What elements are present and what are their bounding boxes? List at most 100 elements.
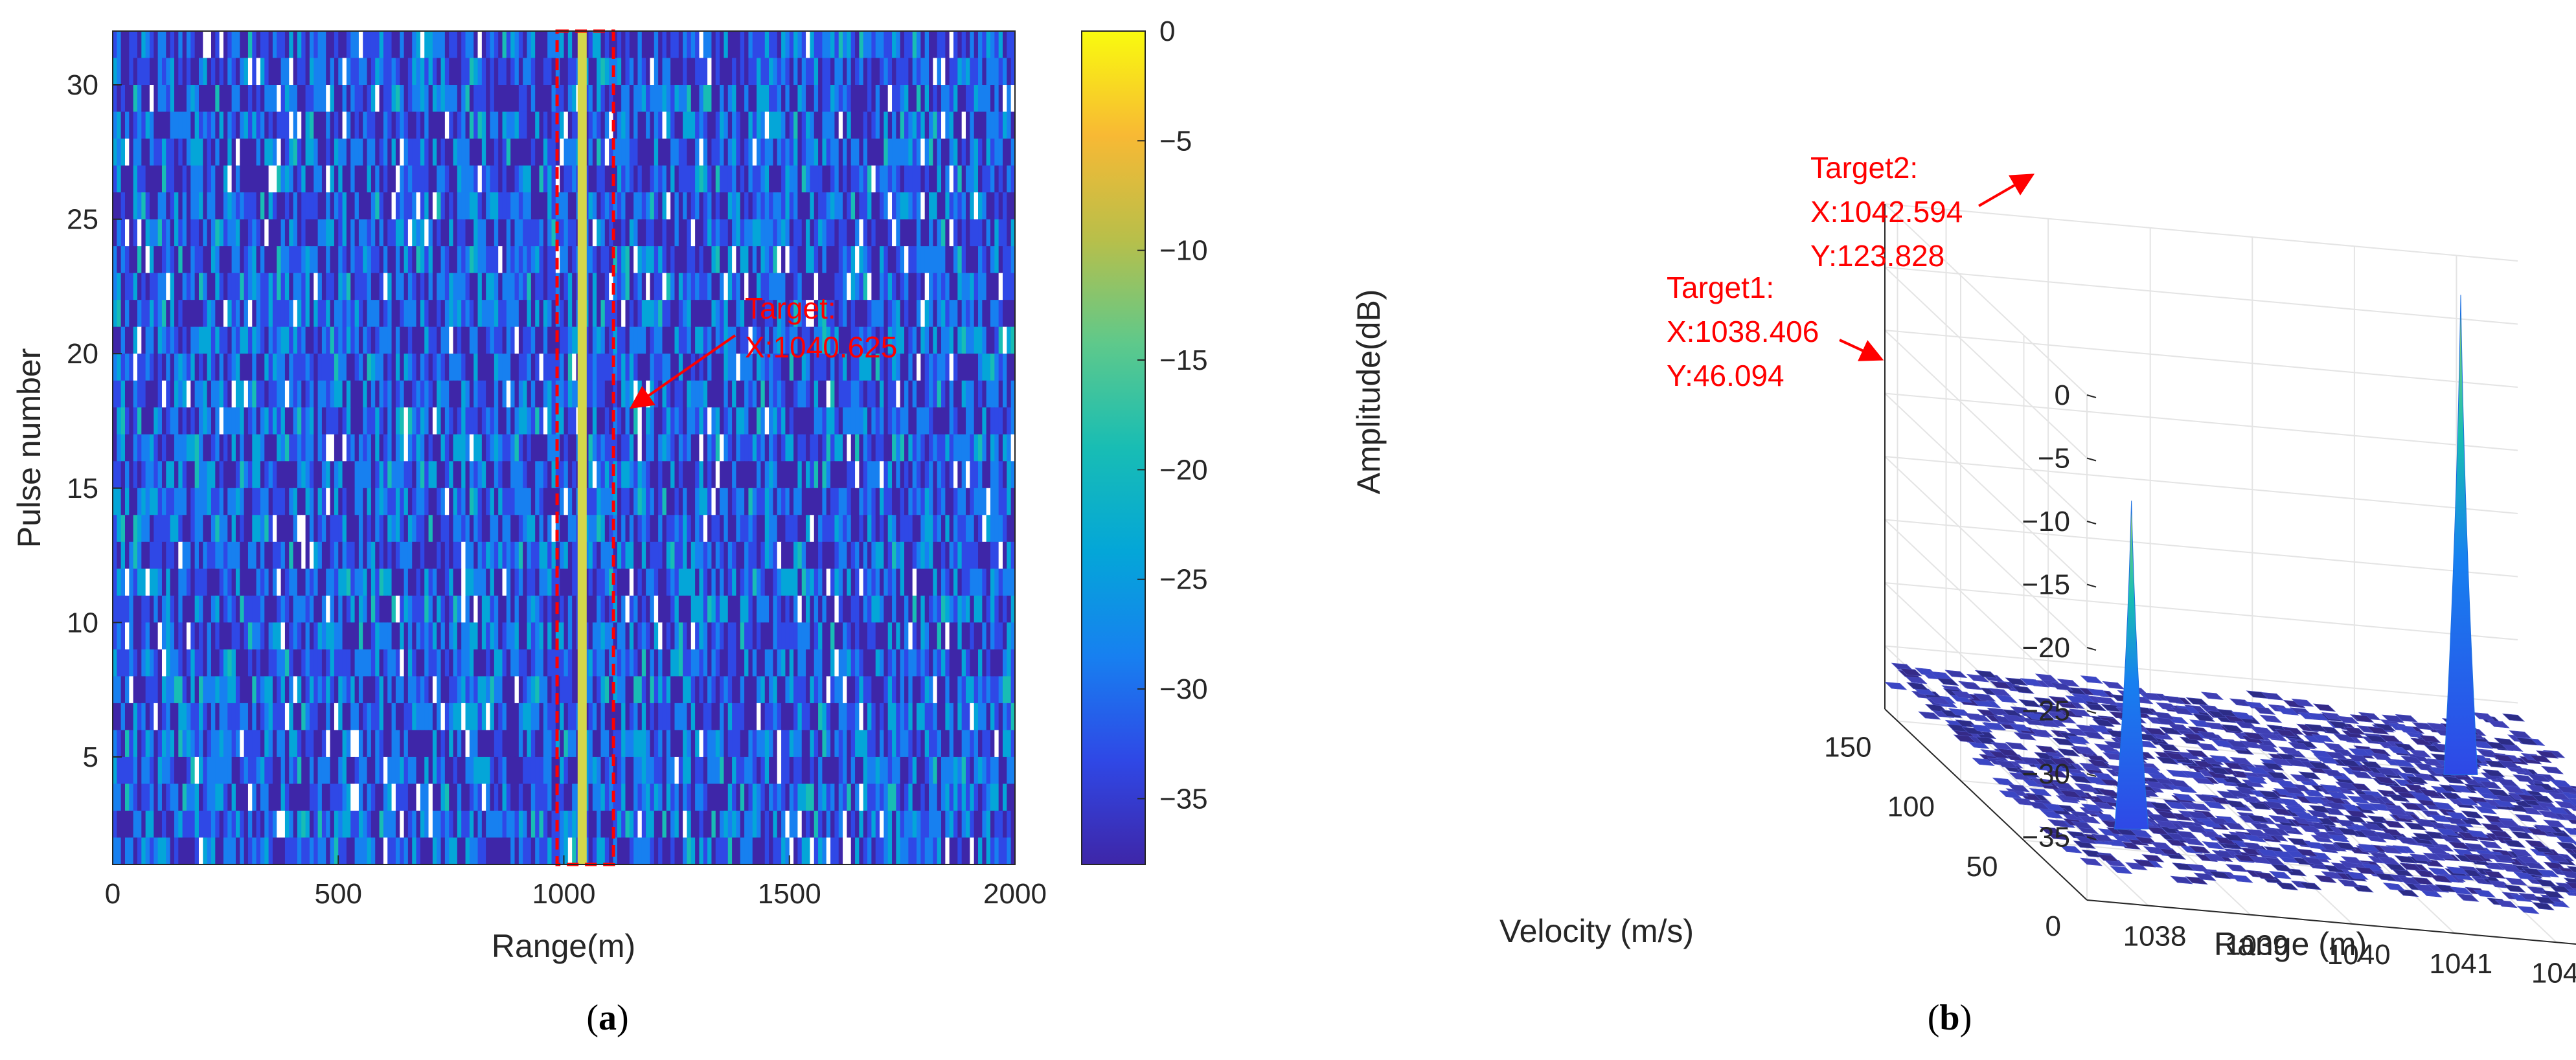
heatmap-cell: [530, 380, 536, 408]
heatmap-cell: [289, 434, 294, 462]
heatmap-cell: [720, 273, 725, 300]
heatmap-cell: [407, 58, 413, 85]
heatmap-cell: [186, 31, 191, 59]
heatmap-cell: [896, 354, 901, 381]
heatmap-cell: [407, 569, 413, 596]
heatmap-cell: [437, 434, 442, 462]
heatmap-cell: [560, 165, 565, 193]
heatmap-cell: [252, 488, 257, 515]
heatmap-cell: [847, 326, 852, 354]
heatmap-cell: [174, 595, 179, 623]
heatmap-cell: [129, 85, 134, 113]
heatmap-cell: [814, 300, 819, 328]
heatmap-cell: [982, 246, 987, 274]
heatmap-cell: [227, 541, 233, 569]
heatmap-cell: [699, 111, 704, 139]
heatmap-cell: [994, 273, 999, 300]
heatmap-cell: [490, 354, 495, 381]
heatmap-cell: [597, 461, 602, 489]
heatmap-cell: [982, 461, 987, 489]
heatmap-cell: [223, 31, 228, 59]
heatmap-cell: [588, 58, 593, 85]
heatmap-cell: [670, 300, 676, 328]
heatmap-cell: [937, 246, 942, 274]
heatmap-cell: [880, 407, 884, 435]
heatmap-cell: [166, 488, 171, 515]
heatmap-cell: [637, 246, 643, 274]
heatmap-cell: [284, 354, 290, 381]
heatmap-cell: [354, 273, 359, 300]
heatmap-cell: [641, 300, 646, 328]
heatmap-cell: [326, 380, 331, 408]
heatmap-cell: [592, 515, 597, 543]
heatmap-cell: [350, 165, 356, 193]
heatmap-cell: [125, 85, 130, 113]
heatmap-cell: [1007, 111, 1012, 139]
heatmap-cell: [789, 488, 794, 515]
heatmap-cell: [346, 595, 351, 623]
heatmap-cell: [871, 246, 876, 274]
heatmap-cell: [629, 354, 634, 381]
heatmap-cell: [338, 192, 343, 220]
heatmap-cell: [748, 246, 753, 274]
heatmap-cell: [736, 488, 741, 515]
heatmap-cell: [477, 300, 483, 328]
heatmap-cell: [625, 354, 630, 381]
heatmap-cell: [400, 219, 405, 247]
heatmap-cell: [781, 165, 786, 193]
heatmap-cell: [289, 488, 294, 515]
heatmap-cell: [277, 461, 282, 489]
heatmap-cell: [567, 246, 573, 274]
heatmap-cell: [855, 541, 860, 569]
heatmap-cell: [560, 85, 565, 113]
heatmap-cell: [481, 246, 486, 274]
heatmap-cell: [219, 139, 224, 166]
heatmap-cell: [674, 354, 679, 381]
heatmap-cell: [161, 380, 166, 408]
heatmap-cell: [986, 461, 991, 489]
heatmap-cell: [994, 434, 999, 462]
heatmap-cell: [432, 58, 437, 85]
heatmap-cell: [510, 273, 516, 300]
heatmap-cell: [551, 31, 556, 59]
heatmap-cell: [420, 85, 425, 113]
heatmap-cell: [769, 273, 774, 300]
heatmap-cell: [321, 273, 326, 300]
heatmap-cell: [609, 246, 614, 274]
heatmap-cell: [235, 31, 240, 59]
heatmap-cell: [486, 85, 491, 113]
heatmap-cell: [412, 139, 417, 166]
heatmap-cell: [502, 380, 507, 408]
heatmap-cell: [363, 246, 368, 274]
heatmap-cell: [945, 192, 950, 220]
heatmap-cell: [260, 273, 265, 300]
heatmap-cell: [231, 434, 236, 462]
heatmap-cell: [912, 246, 917, 274]
heatmap-cell: [797, 515, 803, 543]
heatmap-cell: [350, 541, 356, 569]
heatmap-cell: [592, 300, 597, 328]
heatmap-cell: [346, 192, 351, 220]
heatmap-cell: [953, 85, 958, 113]
heatmap-cell: [818, 407, 823, 435]
heatmap-cell: [120, 488, 126, 515]
heatmap-cell: [354, 111, 359, 139]
heatmap-cell: [732, 569, 737, 596]
heatmap-cell: [354, 488, 359, 515]
heatmap-cell: [416, 461, 421, 489]
heatmap-cell: [437, 541, 442, 569]
heatmap-cell: [843, 515, 847, 543]
heatmap-cell: [880, 273, 884, 300]
heatmap-cell: [481, 58, 486, 85]
heatmap-cell: [465, 354, 470, 381]
heatmap-cell: [518, 407, 523, 435]
heatmap-cell: [161, 595, 166, 623]
heatmap-cell: [769, 434, 774, 462]
heatmap-cell: [945, 461, 950, 489]
heatmap-cell: [412, 622, 417, 650]
heatmap-cell: [178, 165, 183, 193]
heatmap-cell: [227, 85, 233, 113]
heatmap-cell: [880, 111, 884, 139]
heatmap-cell: [736, 85, 741, 113]
heatmap-cell: [917, 58, 921, 85]
